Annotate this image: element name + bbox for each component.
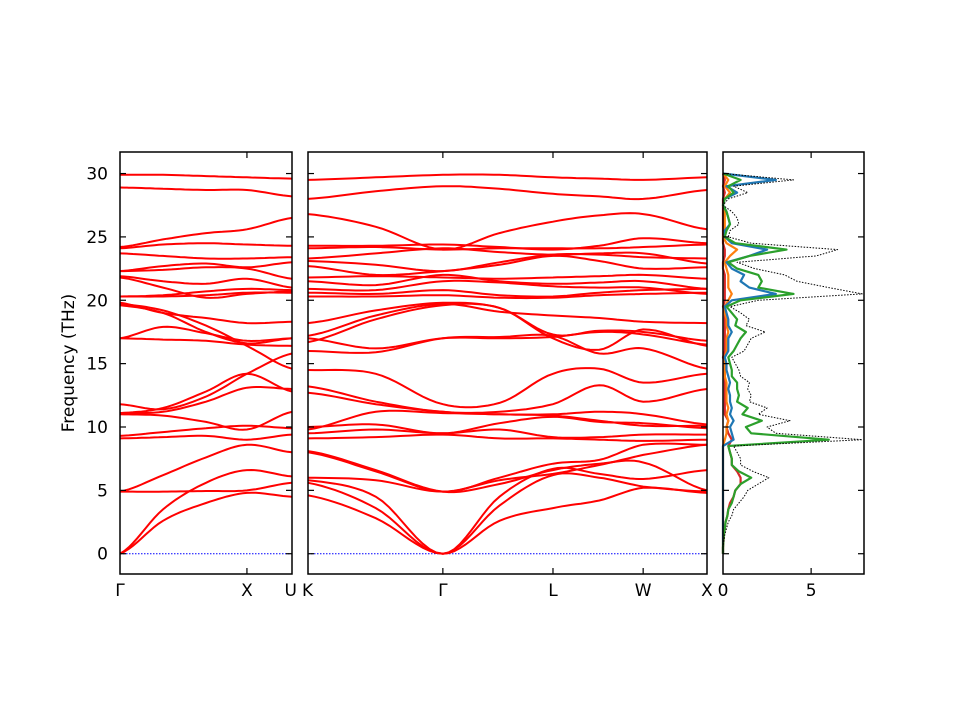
phonon-band	[119, 386, 293, 415]
panel-frame	[119, 151, 293, 575]
phonon-band	[120, 173, 293, 180]
phonon-band	[307, 212, 708, 251]
phonon-band	[119, 468, 293, 555]
k-point-label: L	[548, 581, 558, 601]
phonon-band	[119, 276, 293, 299]
phonon-band	[307, 415, 708, 435]
phonon-band	[119, 337, 293, 347]
k-point-label: U	[285, 581, 297, 601]
phonon-band	[119, 242, 293, 250]
y-tick-label: 10	[86, 418, 108, 438]
phonon-band	[307, 287, 707, 298]
phonon-band	[307, 450, 708, 494]
phonon-band	[307, 367, 708, 409]
phonon-band	[307, 273, 708, 290]
phonon-band	[119, 304, 293, 345]
k-point-label: K	[302, 581, 314, 601]
phonon-band	[307, 273, 708, 280]
phonon-band	[119, 443, 293, 493]
band-panel-gamma-x-u: 0 5 10 15 20 25 30 Γ X U	[86, 151, 297, 601]
partial-dos-curve	[721, 172, 830, 554]
y-tick-label: 20	[86, 291, 108, 311]
phonon-band	[307, 173, 708, 181]
y-tick-label: 0	[97, 545, 108, 565]
dos-x-tick-label: 5	[806, 581, 817, 601]
phonon-band	[307, 472, 708, 555]
phonon-band	[119, 275, 293, 289]
phonon-band	[119, 186, 293, 198]
phonon-band	[307, 302, 708, 351]
phonon-band	[307, 330, 708, 350]
phonon-band	[307, 185, 708, 201]
phonon-band	[119, 216, 293, 248]
phonon-band	[119, 252, 293, 260]
phonon-band	[120, 481, 293, 493]
phonon-band	[307, 486, 708, 555]
dos-x-tick-label: 0	[718, 581, 729, 601]
phonon-band	[119, 410, 293, 431]
y-axis-label: Frequency (THz)	[59, 294, 79, 433]
phonon-band	[119, 325, 293, 343]
phonon-band	[307, 384, 708, 414]
phonon-band	[307, 254, 708, 277]
y-tick-label: 15	[86, 355, 108, 375]
phonon-band	[119, 491, 293, 555]
phonon-band	[119, 287, 293, 298]
phonon-band	[119, 303, 293, 370]
k-point-label: Γ	[438, 581, 448, 601]
total-dos-curve	[722, 173, 863, 554]
phonon-band	[308, 237, 708, 251]
k-point-label: Γ	[115, 581, 125, 601]
phonon-band	[307, 333, 708, 370]
phonon-band	[307, 428, 707, 439]
y-tick-label: 5	[97, 481, 108, 501]
panel-frame	[722, 151, 865, 575]
phonon-band	[119, 424, 293, 437]
k-point-label: W	[635, 581, 652, 601]
phonon-band	[119, 433, 293, 441]
phonon-band	[308, 291, 707, 300]
phonon-band	[307, 433, 708, 442]
phonon-band	[119, 261, 293, 273]
phonon-band	[307, 247, 708, 265]
phonon-band	[307, 279, 708, 295]
k-point-label: X	[241, 581, 253, 601]
phonon-band	[119, 301, 293, 325]
phonon-band	[120, 266, 293, 280]
panel-frame	[307, 151, 708, 575]
k-point-label: X	[701, 581, 713, 601]
phonon-band	[307, 466, 708, 555]
y-tick-label: 25	[86, 228, 108, 248]
y-tick-label: 30	[86, 165, 108, 185]
phonon-band	[307, 253, 708, 273]
phonon-band	[307, 391, 708, 426]
phonon-band	[119, 352, 293, 411]
phonon-band	[307, 442, 707, 493]
phonon-band	[307, 303, 708, 337]
phonon-band	[119, 372, 293, 415]
